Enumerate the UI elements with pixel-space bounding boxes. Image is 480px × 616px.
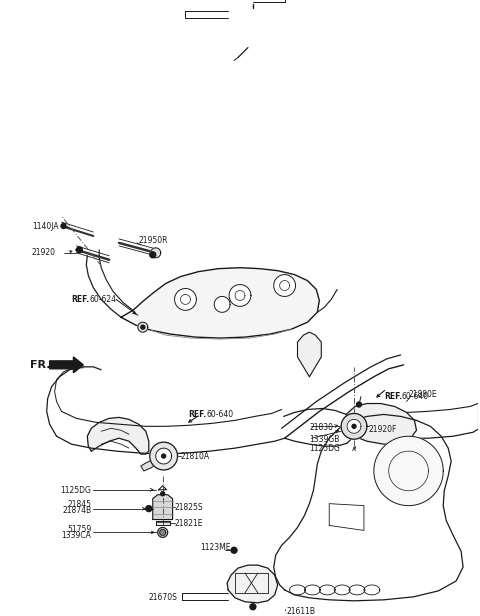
Text: 21830: 21830	[310, 423, 334, 432]
Polygon shape	[175, 288, 196, 310]
Polygon shape	[347, 419, 361, 433]
Polygon shape	[280, 280, 289, 291]
Text: 21880E: 21880E	[408, 390, 437, 399]
Text: 1339CA: 1339CA	[61, 531, 91, 540]
Polygon shape	[235, 291, 245, 301]
Polygon shape	[180, 294, 191, 304]
Text: 21950R: 21950R	[139, 237, 168, 245]
Text: 21810A: 21810A	[180, 452, 210, 461]
Polygon shape	[121, 268, 319, 338]
Text: 21845: 21845	[67, 500, 91, 509]
Text: 51759: 51759	[67, 525, 91, 534]
Polygon shape	[87, 418, 149, 454]
Polygon shape	[138, 322, 148, 332]
Text: 21821E: 21821E	[175, 519, 203, 528]
Polygon shape	[227, 565, 277, 603]
Polygon shape	[76, 247, 83, 253]
Text: REF.: REF.	[72, 295, 90, 304]
Text: 60-640: 60-640	[206, 410, 233, 419]
Text: 60-640: 60-640	[402, 392, 429, 401]
Text: 21920: 21920	[32, 248, 56, 257]
Polygon shape	[49, 357, 84, 373]
Polygon shape	[146, 506, 152, 511]
Text: 1339GB: 1339GB	[310, 435, 340, 444]
Polygon shape	[162, 454, 166, 458]
Polygon shape	[156, 448, 171, 464]
Polygon shape	[229, 285, 251, 306]
Text: FR.: FR.	[30, 360, 50, 370]
Text: 21611B: 21611B	[287, 607, 315, 616]
Text: 21670S: 21670S	[149, 593, 178, 602]
Polygon shape	[156, 521, 169, 525]
Polygon shape	[160, 529, 166, 535]
Text: REF.: REF.	[384, 392, 402, 401]
Text: 21825S: 21825S	[175, 503, 203, 512]
Polygon shape	[298, 332, 321, 377]
Text: 1123ME: 1123ME	[200, 543, 231, 552]
Text: 60-624: 60-624	[89, 295, 116, 304]
Text: REF.: REF.	[189, 410, 206, 419]
Polygon shape	[158, 527, 168, 537]
Polygon shape	[389, 451, 428, 491]
Polygon shape	[341, 413, 367, 439]
Polygon shape	[357, 402, 361, 407]
Polygon shape	[214, 296, 230, 312]
Text: 1140JA: 1140JA	[32, 222, 59, 230]
Polygon shape	[161, 492, 165, 496]
Polygon shape	[231, 547, 237, 553]
Polygon shape	[374, 436, 443, 506]
Polygon shape	[150, 442, 178, 470]
Polygon shape	[151, 248, 161, 257]
Polygon shape	[153, 495, 173, 519]
Polygon shape	[150, 252, 156, 257]
Text: 1125DG: 1125DG	[60, 486, 91, 495]
Polygon shape	[141, 456, 164, 471]
Polygon shape	[352, 424, 356, 428]
Polygon shape	[141, 325, 145, 329]
Polygon shape	[274, 275, 296, 296]
Polygon shape	[250, 604, 256, 610]
Polygon shape	[61, 224, 66, 229]
Text: 21920F: 21920F	[369, 425, 397, 434]
Text: 1125DG: 1125DG	[310, 444, 340, 453]
Polygon shape	[346, 403, 417, 444]
Text: 21874B: 21874B	[62, 506, 91, 515]
